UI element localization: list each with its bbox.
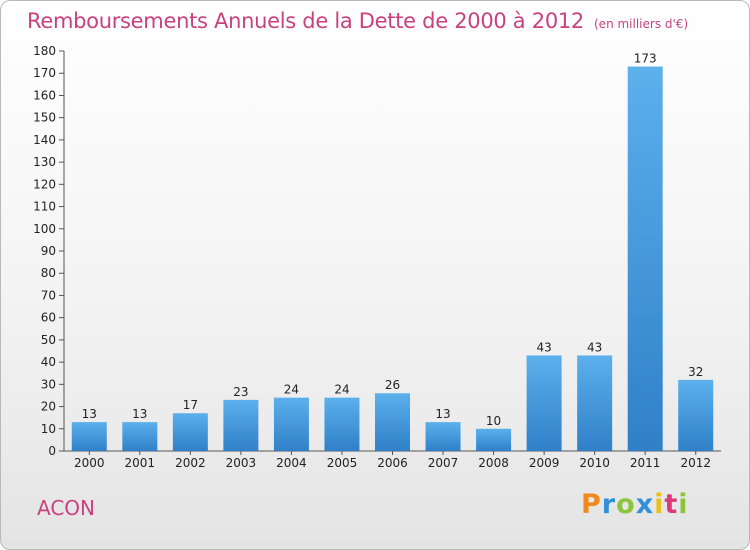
y-tick-label: 30	[41, 377, 56, 391]
x-tick-label: 2006	[377, 456, 408, 470]
bar	[627, 66, 663, 452]
bar-value-label: 13	[132, 407, 147, 421]
logo-letter: t	[664, 489, 679, 520]
bar	[678, 379, 714, 451]
bar	[425, 422, 461, 451]
y-tick-label: 170	[33, 66, 56, 80]
x-tick-label: 2010	[579, 456, 610, 470]
y-tick-label: 100	[33, 222, 56, 236]
x-tick-label: 2009	[529, 456, 560, 470]
bar-value-label: 10	[486, 414, 501, 428]
x-tick-label: 2002	[175, 456, 206, 470]
bar	[71, 422, 107, 451]
x-tick-label: 2012	[680, 456, 711, 470]
y-tick-label: 80	[41, 266, 56, 280]
y-tick-label: 60	[41, 311, 56, 325]
commune-name: ACON	[37, 496, 95, 520]
y-tick-label: 90	[41, 244, 56, 258]
bar-value-label: 26	[385, 378, 400, 392]
x-tick-label: 2007	[428, 456, 459, 470]
bar-value-label: 17	[183, 398, 198, 412]
bar	[324, 397, 360, 451]
bar	[375, 393, 410, 451]
x-tick-label: 2003	[226, 456, 257, 470]
y-tick-label: 180	[33, 44, 56, 58]
logo-letter: x	[635, 489, 655, 520]
bar-value-label: 13	[82, 407, 97, 421]
logo-letter: r	[601, 489, 617, 520]
bar-value-label: 43	[587, 340, 602, 354]
x-tick-label: 2011	[630, 456, 661, 470]
y-tick-label: 20	[41, 400, 56, 414]
bar-value-label: 43	[536, 340, 551, 354]
bar-value-label: 32	[688, 365, 703, 379]
y-tick-label: 130	[33, 155, 56, 169]
y-tick-label: 160	[33, 88, 56, 102]
bar-value-label: 24	[284, 383, 299, 397]
x-tick-label: 2001	[125, 456, 156, 470]
bar	[526, 355, 562, 451]
bar	[476, 428, 512, 451]
bar-value-label: 23	[233, 385, 248, 399]
y-tick-label: 120	[33, 177, 56, 191]
bar	[223, 399, 259, 451]
y-tick-label: 40	[41, 355, 56, 369]
chart-unit: (en milliers d'€)	[594, 17, 689, 31]
bar-value-label: 173	[634, 52, 657, 66]
bar-value-label: 24	[334, 383, 349, 397]
bar	[273, 397, 309, 451]
x-tick-label: 2000	[74, 456, 105, 470]
y-tick-label: 10	[41, 422, 56, 436]
logo-letter: i	[654, 489, 665, 520]
chart-title-text: Remboursements Annuels de la Dette de 20…	[27, 9, 584, 33]
y-tick-label: 0	[48, 444, 56, 458]
x-tick-label: 2005	[327, 456, 358, 470]
x-tick-label: 2004	[276, 456, 307, 470]
y-tick-label: 70	[41, 288, 56, 302]
y-tick-label: 50	[41, 333, 56, 347]
logo-letter: P	[581, 489, 602, 520]
chart-title: Remboursements Annuels de la Dette de 20…	[27, 9, 688, 33]
y-tick-label: 140	[33, 133, 56, 147]
bar-value-label: 13	[435, 407, 450, 421]
logo-letter: i	[678, 489, 689, 520]
proxiti-logo: Proxiti	[581, 489, 689, 520]
bar	[122, 422, 158, 451]
x-tick-label: 2008	[478, 456, 509, 470]
y-tick-label: 150	[33, 111, 56, 125]
bar	[172, 413, 208, 451]
y-tick-label: 110	[33, 200, 56, 214]
bar	[577, 355, 613, 451]
logo-letter: o	[616, 489, 636, 520]
